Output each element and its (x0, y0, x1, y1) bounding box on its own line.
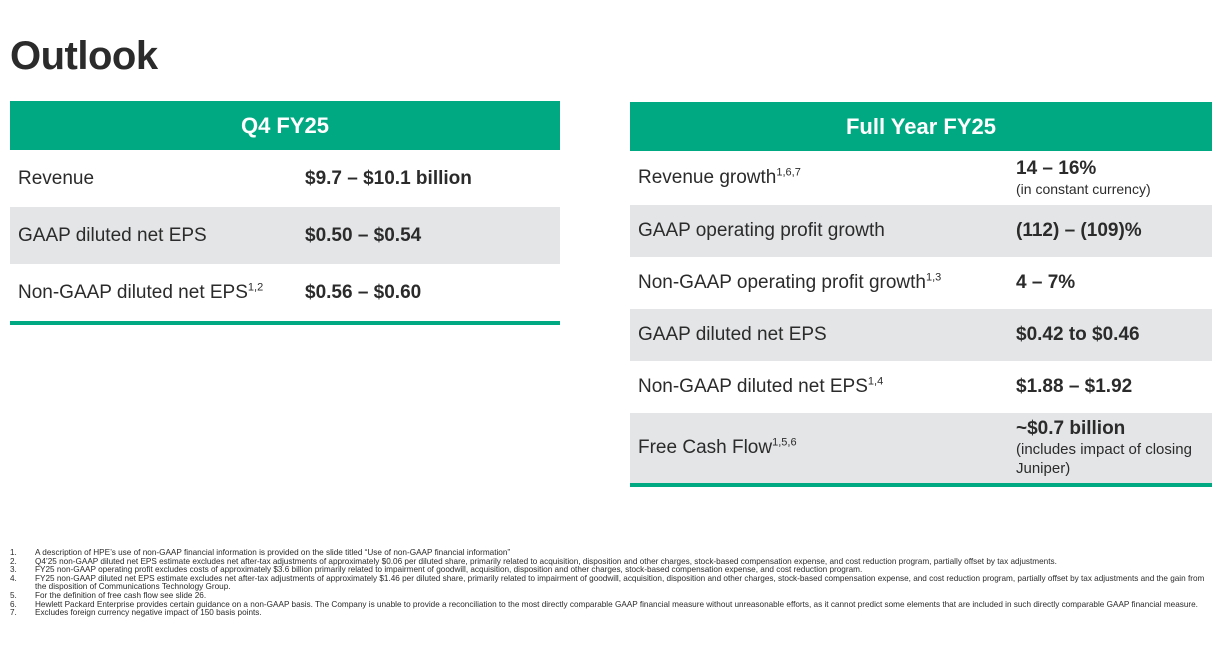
footnote: 3. FY25 non-GAAP operating profit exclude… (10, 565, 863, 575)
page-title: Outlook (10, 34, 158, 78)
fy-row-non-gaap-op-profit: Non-GAAP operating profit growth1,3 4 – … (630, 257, 1212, 309)
footnote: 7. Excludes foreign currency negative imp… (10, 608, 262, 618)
row-value: ~$0.7 billion (includes impact of closing… (1016, 418, 1212, 478)
fy-row-gaap-eps: GAAP diluted net EPS $0.42 to $0.46 (630, 309, 1212, 361)
row-value: $0.42 to $0.46 (1016, 324, 1140, 345)
q4-row-non-gaap-eps: Non-GAAP diluted net EPS1,2 $0.56 – $0.6… (10, 264, 560, 321)
row-label: Free Cash Flow1,5,6 (638, 436, 797, 458)
fy-row-free-cash-flow: Free Cash Flow1,5,6 ~$0.7 billion (includ… (630, 413, 1212, 483)
fy-row-non-gaap-eps: Non-GAAP diluted net EPS1,4 $1.88 – $1.9… (630, 361, 1212, 413)
footnotes: 1. A description of HPE’s use of non-GAAP… (10, 548, 1215, 618)
table-bottom-rule (10, 321, 560, 325)
q4-row-gaap-eps: GAAP diluted net EPS $0.50 – $0.54 (10, 207, 560, 264)
row-label: Non-GAAP diluted net EPS1,4 (638, 375, 884, 397)
fy-outlook-table: Full Year FY25 Revenue growth1,6,7 14 – … (630, 102, 1212, 487)
fy-table-header: Full Year FY25 (630, 102, 1212, 151)
row-label: Revenue (18, 167, 95, 189)
row-value-note: (in constant currency) (1016, 181, 1151, 197)
footnote: 6. Hewlett Packard Enterprise provides ce… (10, 599, 1198, 609)
q4-row-revenue: Revenue $9.7 – $10.1 billion (10, 150, 560, 207)
row-value: $9.7 – $10.1 billion (305, 167, 472, 189)
footnote: 4. FY25 non-GAAP diluted net EPS estimate… (10, 573, 1205, 592)
footnote-ref: 1,4 (867, 375, 884, 388)
table-bottom-rule (630, 483, 1212, 487)
row-label: GAAP diluted net EPS (18, 224, 207, 246)
footnote-ref: 1,3 (925, 271, 942, 284)
footnote-ref: 1,2 (247, 281, 264, 294)
row-label: Non-GAAP operating profit growth1,3 (638, 271, 942, 293)
footnote-ref: 1,6,7 (776, 166, 801, 179)
row-label: GAAP operating profit growth (638, 220, 885, 241)
row-label: GAAP diluted net EPS (638, 324, 827, 345)
row-value: $0.56 – $0.60 (305, 281, 422, 303)
row-value: 14 – 16% (in constant currency) (1016, 158, 1151, 197)
q4-outlook-table: Q4 FY25 Revenue $9.7 – $10.1 billion GAA… (10, 101, 560, 325)
footnote-ref: 1,5,6 (772, 436, 797, 449)
row-value: 4 – 7% (1016, 272, 1076, 293)
row-value: $1.88 – $1.92 (1016, 376, 1133, 397)
footnote: 5. For the definition of free cash flow s… (10, 590, 207, 600)
q4-table-header: Q4 FY25 (10, 101, 560, 150)
row-label: Revenue growth1,6,7 (638, 166, 801, 188)
row-value-note: (includes impact of closing Juniper) (1016, 441, 1192, 477)
row-label: Non-GAAP diluted net EPS1,2 (18, 281, 264, 303)
row-value: (112) – (109)% (1016, 220, 1142, 241)
row-value: $0.50 – $0.54 (305, 224, 422, 246)
footnote: 2. Q4’25 non-GAAP diluted net EPS estimat… (10, 556, 1057, 566)
footnote: 1. A description of HPE’s use of non-GAAP… (10, 548, 511, 557)
fy-row-revenue-growth: Revenue growth1,6,7 14 – 16% (in constant… (630, 151, 1212, 205)
fy-row-gaap-op-profit: GAAP operating profit growth (112) – (10… (630, 205, 1212, 257)
